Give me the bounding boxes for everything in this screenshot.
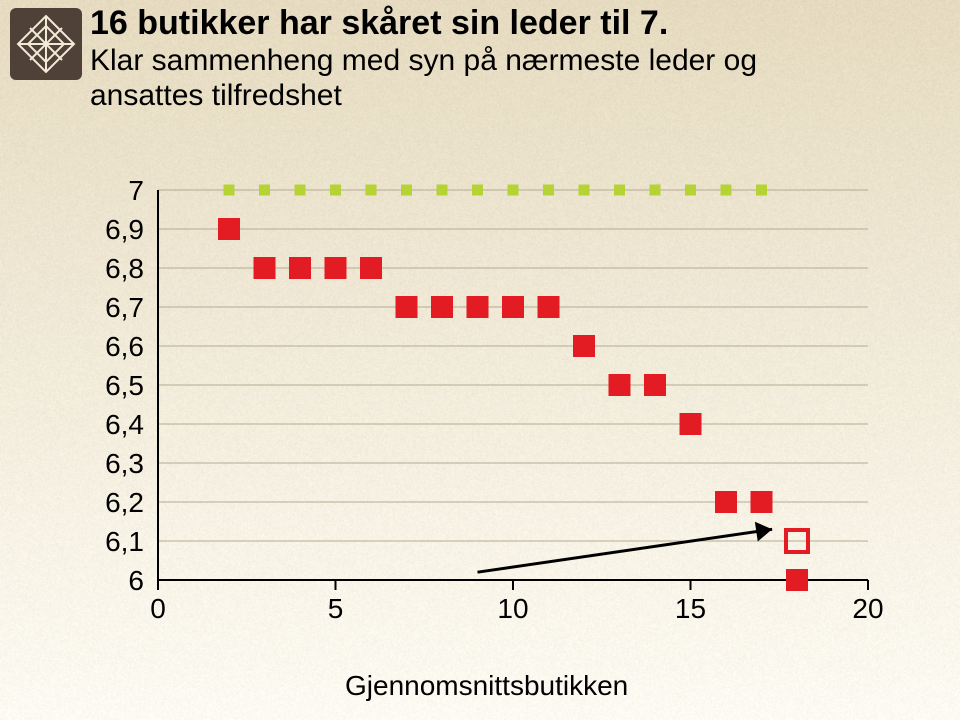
svg-text:6,6: 6,6 [105,331,144,362]
scatter-chart-svg: 6 6,1 6,2 6,3 6,4 6,5 6,6 6,7 6,8 6,9 7 0 5 10 15 20 [80,180,890,640]
svg-text:6,8: 6,8 [105,253,144,284]
scatter-chart: 6 6,1 6,2 6,3 6,4 6,5 6,6 6,7 6,8 6,9 7 0 5 10 15 20 [80,180,890,640]
svg-text:6,5: 6,5 [105,370,144,401]
svg-text:6,7: 6,7 [105,292,144,323]
page-subtitle: Klar sammenheng med syn på nærmeste lede… [90,44,870,113]
svg-text:6,9: 6,9 [105,214,144,245]
svg-text:20: 20 [852,593,883,624]
content-layer: 16 butikker har skåret sin leder til 7. … [0,0,960,720]
svg-text:6: 6 [128,565,144,596]
svg-text:5: 5 [328,593,344,624]
x-axis-label: Gjennomsnittsbutikken [345,670,628,702]
svg-text:6,4: 6,4 [105,409,144,440]
svg-text:6,2: 6,2 [105,487,144,518]
svg-text:6,1: 6,1 [105,526,144,557]
svg-text:10: 10 [497,593,528,624]
svg-text:6,3: 6,3 [105,448,144,479]
page-title: 16 butikker har skåret sin leder til 7. [90,4,668,43]
logo-icon [10,8,82,80]
svg-text:7: 7 [128,180,144,206]
svg-text:15: 15 [675,593,706,624]
svg-text:0: 0 [150,593,166,624]
